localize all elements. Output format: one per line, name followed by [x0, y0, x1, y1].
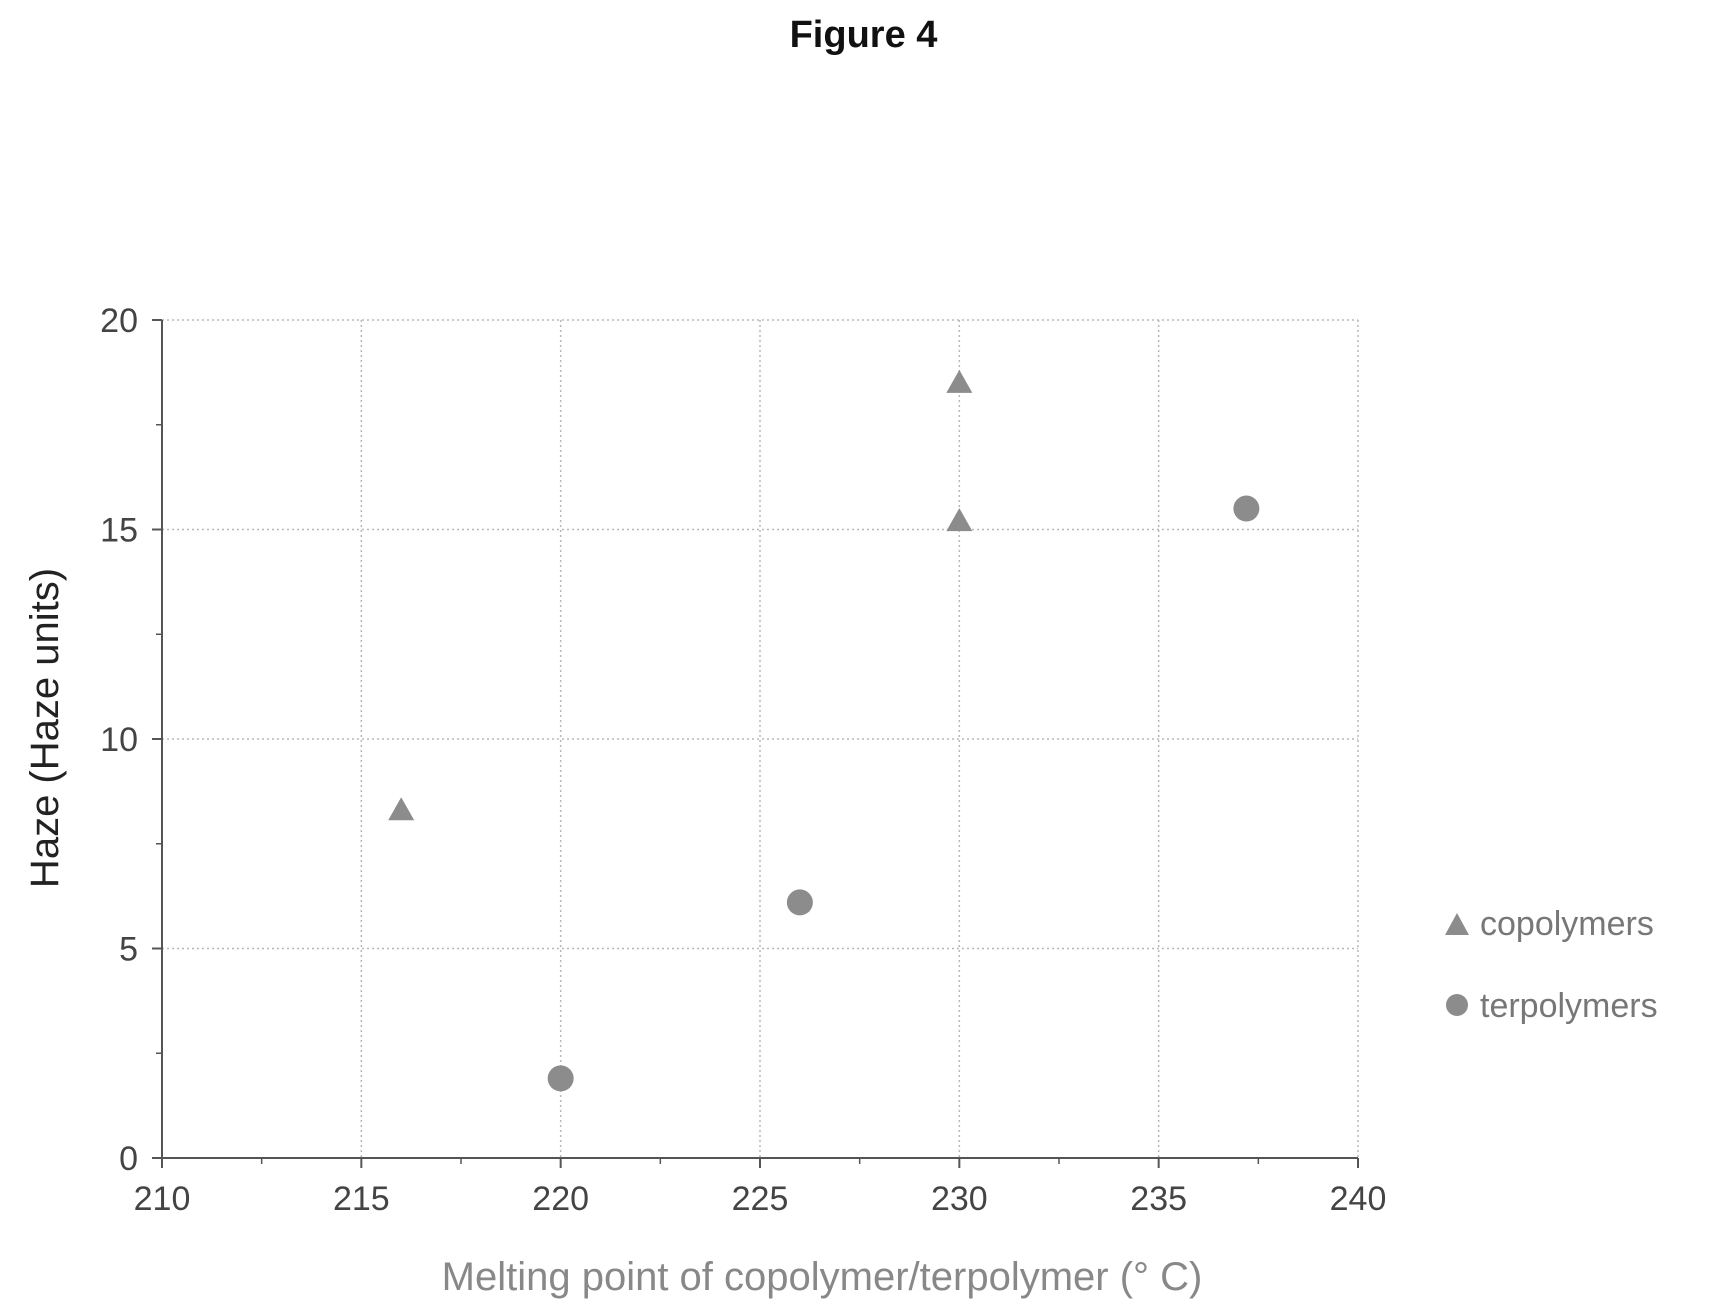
axes — [152, 319, 1359, 1168]
x-tick-label: 220 — [532, 1180, 589, 1218]
legend-marker-terpolymers — [1446, 994, 1468, 1016]
data-points — [388, 369, 1260, 1092]
x-tick-label: 235 — [1130, 1180, 1187, 1218]
y-tick-label: 15 — [100, 512, 138, 550]
data-point-terpolymers — [547, 1065, 574, 1092]
y-tick-label: 0 — [119, 1140, 138, 1178]
y-tick-label: 20 — [100, 302, 138, 340]
legend-marker-copolymers — [1445, 913, 1469, 935]
tick-labels: 210 215 220 225 230 235 240 0 5 10 15 20 — [100, 302, 1386, 1218]
y-axis-title: Haze (Haze units) — [23, 568, 67, 888]
x-axis-title: Melting point of copolymer/terpolymer (°… — [442, 1255, 1203, 1299]
x-tick-label: 240 — [1330, 1180, 1387, 1218]
legend-label-terpolymers: terpolymers — [1480, 987, 1658, 1025]
figure-title: Figure 4 — [789, 14, 938, 56]
y-tick-label: 10 — [100, 721, 138, 759]
legend-label-copolymers: copolymers — [1480, 905, 1654, 943]
data-point-copolymers — [946, 508, 973, 532]
x-tick-label: 210 — [134, 1180, 191, 1218]
data-point-terpolymers — [786, 889, 813, 916]
data-point-copolymers — [388, 797, 415, 821]
x-tick-label: 230 — [931, 1180, 988, 1218]
grid-lines — [162, 319, 1359, 1158]
data-point-terpolymers — [1233, 495, 1260, 522]
legend: copolymers terpolymers — [1445, 905, 1658, 1025]
x-tick-label: 225 — [732, 1180, 789, 1218]
x-tick-label: 215 — [333, 1180, 390, 1218]
data-point-copolymers — [946, 369, 973, 393]
y-tick-label: 5 — [119, 931, 138, 969]
